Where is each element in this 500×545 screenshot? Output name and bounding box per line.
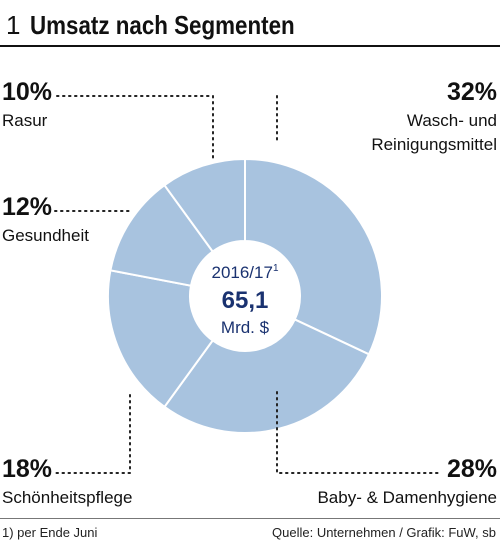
donut-center: 2016/171 65,1 Mrd. $ [211,263,278,337]
slice-category-label-1: Baby- & Damenhygiene [317,488,497,507]
donut-slice-0 [244,157,383,356]
slice-percent-label-3: 12% [2,193,52,221]
donut-chart: 32% Wasch- und Reinigungsmittel 28% Baby- & … [2,78,497,507]
leader-line-4 [56,95,214,159]
slice-labels: 32% Wasch- und Reinigungsmittel 28% Baby- & … [2,78,497,507]
leader-lines [54,95,441,474]
slice-category-label-0-line-0: Wasch- und [407,111,497,130]
slice-percent-label-2: 18% [2,455,52,483]
slice-category-label-4: Rasur [2,111,48,130]
center-period-text: 2016/17 [211,263,272,282]
footnote: 1) per Ende Juni [2,525,98,540]
slice-category-label-2: Schönheitspflege [2,488,132,507]
figure-number: 1 [6,10,21,40]
center-period-footnote-mark: 1 [273,263,279,274]
donut-slice-2 [107,269,215,409]
chart-title: Umsatz nach Segmenten [30,10,295,40]
donut-slices [107,157,383,434]
slice-percent-label-4: 10% [2,78,52,106]
slice-percent-label-0: 32% [447,78,497,106]
slice-percent-label-1: 28% [447,455,497,483]
slice-category-label-3: Gesundheit [2,226,89,245]
source-credit: Quelle: Unternehmen / Grafik: FuW, sb [272,525,496,540]
chart-header: 1 Umsatz nach Segmenten [0,0,500,46]
donut-slice-1 [163,318,371,434]
center-period: 2016/171 [211,263,278,282]
center-total-unit: Mrd. $ [221,318,270,337]
slice-category-label-0-line-1: Reinigungsmittel [371,135,497,154]
header-rule [0,45,500,47]
donut-slice-4 [163,157,246,253]
leader-line-2 [54,394,131,474]
center-total-value: 65,1 [222,287,269,314]
footer-rule [0,518,500,519]
